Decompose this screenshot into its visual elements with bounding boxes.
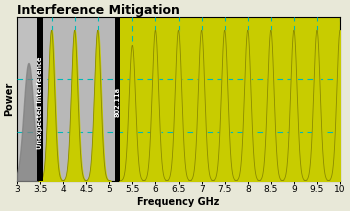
Text: Unexpected Interference: Unexpected Interference — [37, 56, 43, 149]
Bar — [115, 17, 120, 181]
Text: Interference Mitigation: Interference Mitigation — [17, 4, 180, 17]
Bar — [17, 17, 40, 181]
X-axis label: Frequency GHz: Frequency GHz — [137, 197, 220, 207]
Y-axis label: Power: Power — [4, 82, 14, 116]
Bar — [43, 17, 115, 181]
Bar — [37, 17, 43, 181]
Text: 802.11a: 802.11a — [114, 87, 121, 117]
